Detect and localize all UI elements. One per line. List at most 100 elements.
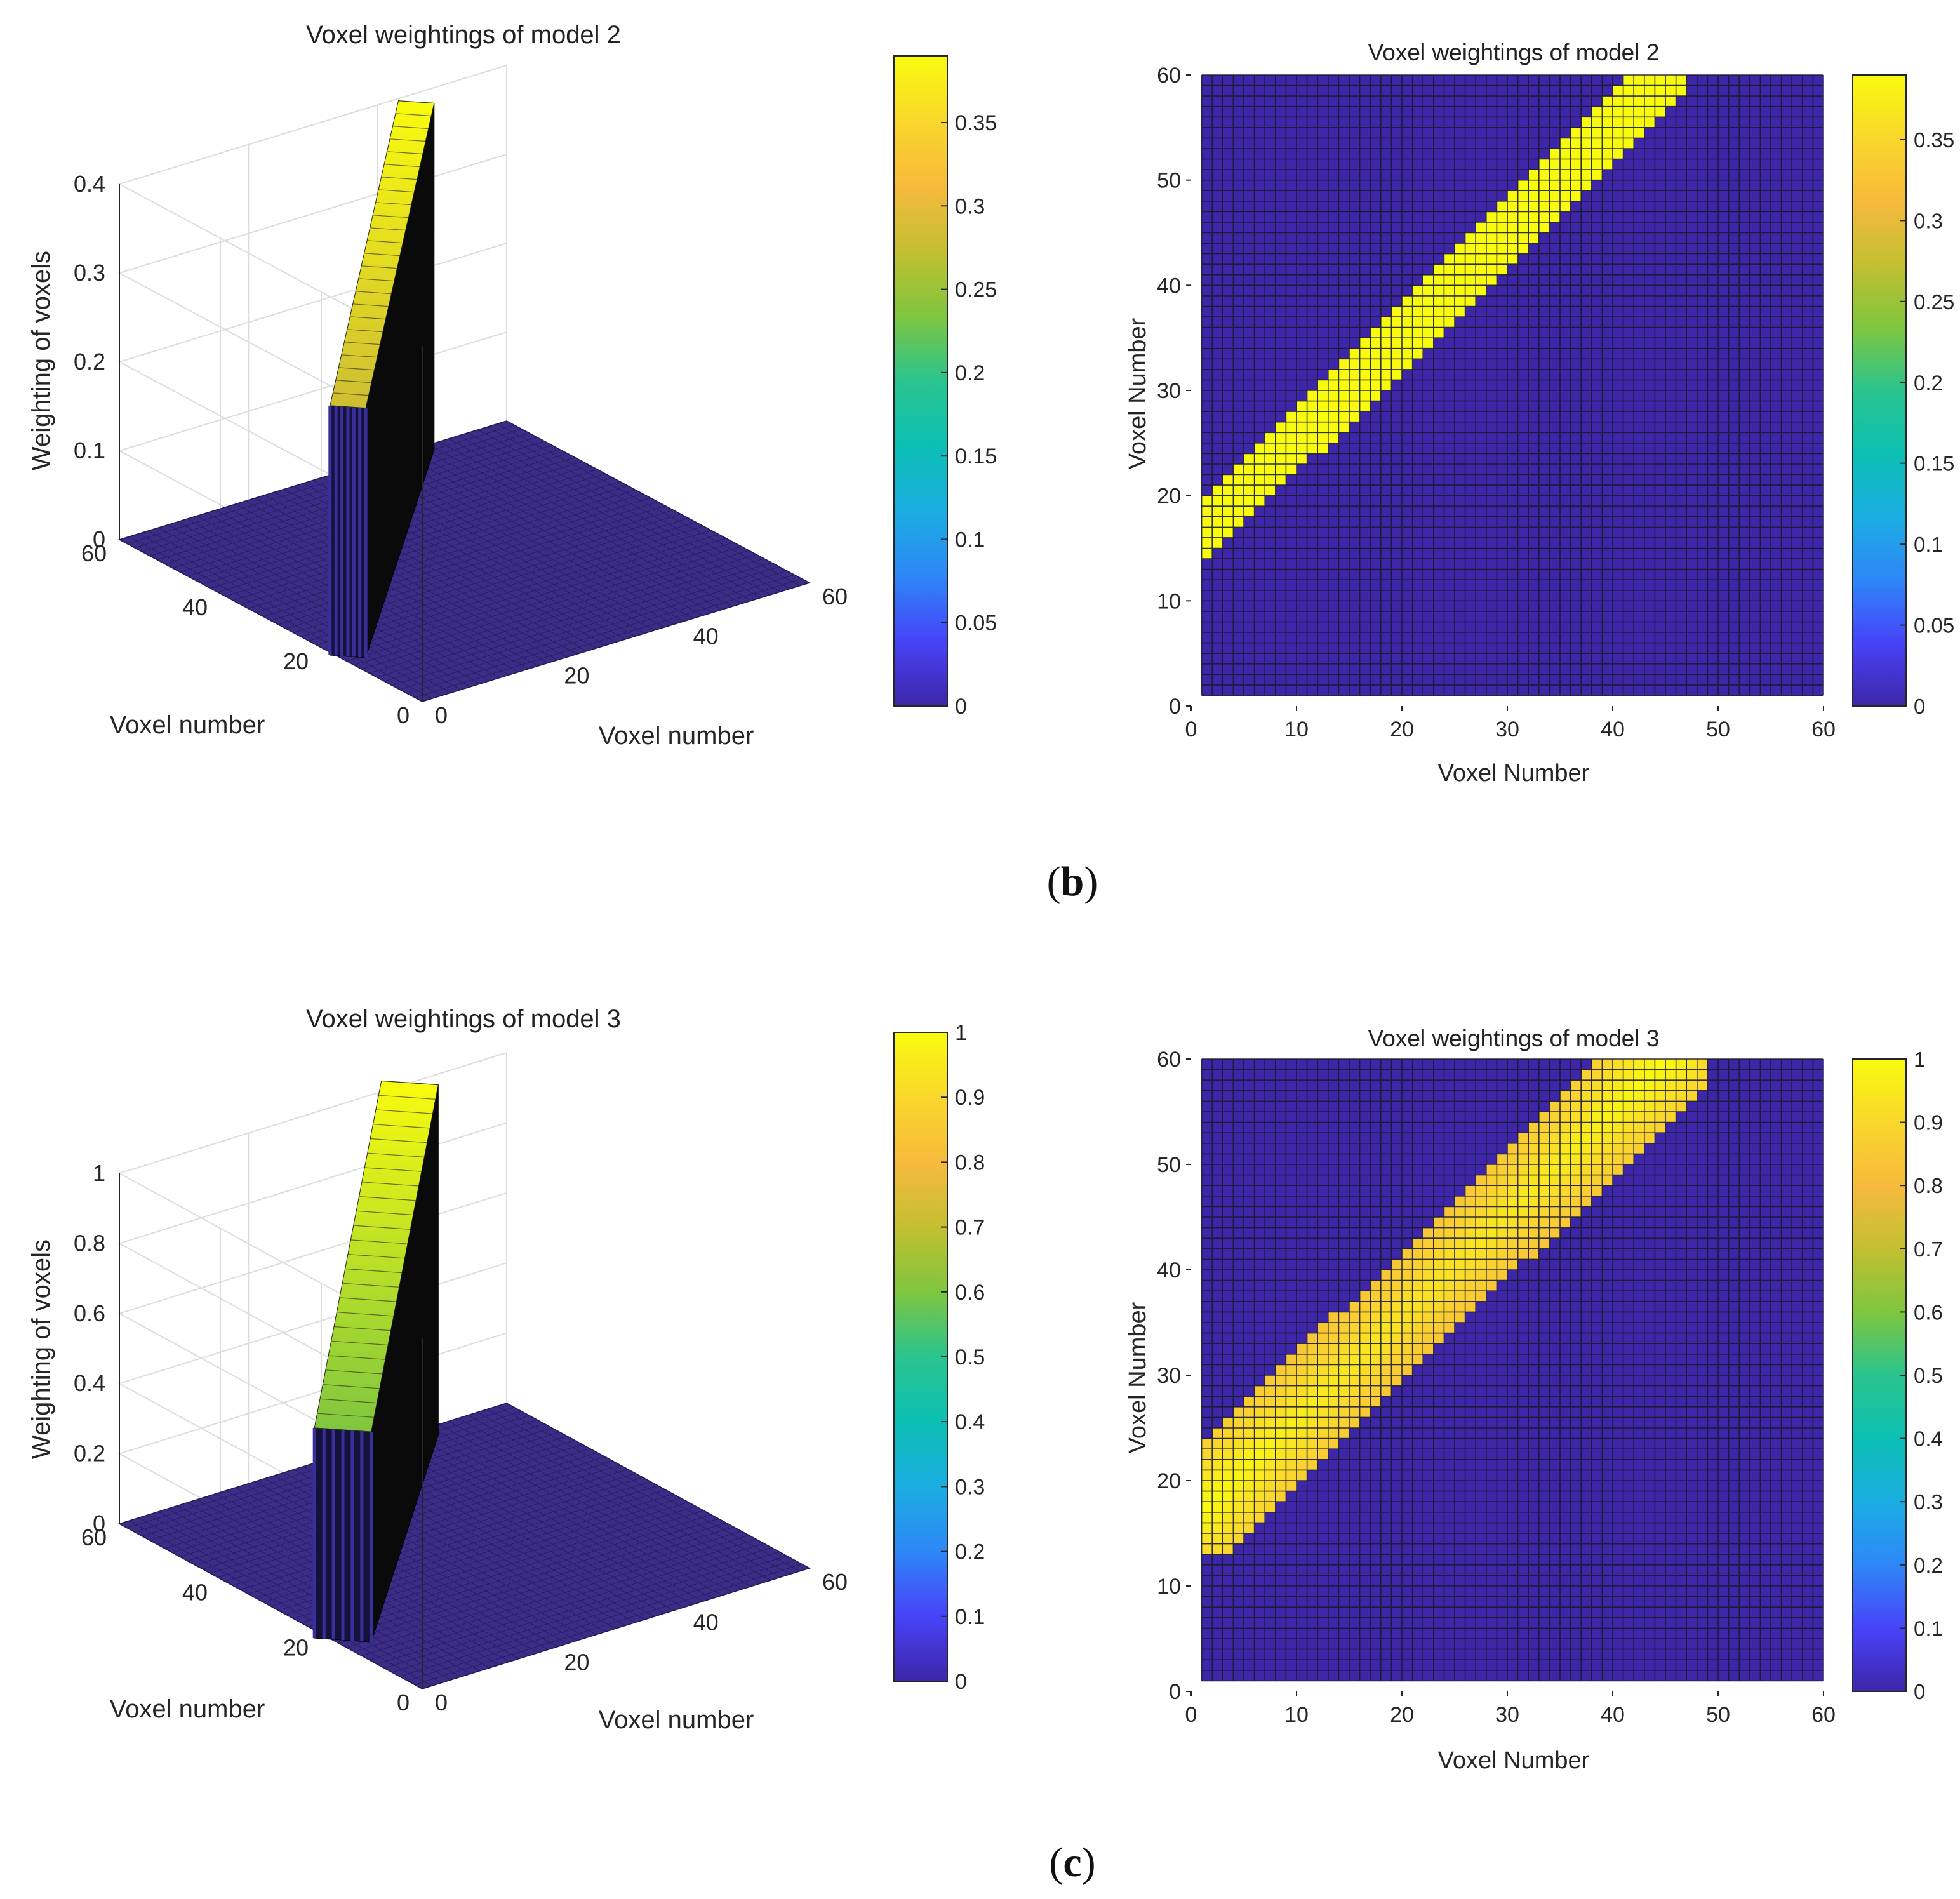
heatmap-cell xyxy=(1222,1502,1234,1513)
heatmap-cell xyxy=(1380,348,1392,359)
heatmap-cell xyxy=(1275,463,1286,475)
heatmap-cell xyxy=(1465,1196,1476,1207)
heatmap-cell xyxy=(1602,1090,1613,1102)
heatmap-cell xyxy=(1538,1164,1550,1175)
heatmap-cell xyxy=(1391,1354,1403,1365)
heatmap-cell xyxy=(1602,127,1613,138)
heatmap-cell xyxy=(1380,1333,1392,1344)
heatmap-cell xyxy=(1570,170,1582,181)
heatmap-cell xyxy=(1338,1385,1350,1397)
heatmap-cell xyxy=(1222,1459,1234,1470)
heatmap-cell xyxy=(1212,1512,1223,1523)
heatmap-cell xyxy=(1433,327,1444,338)
heatmap-cell xyxy=(1560,148,1571,159)
colorbar-tick-label: 0.6 xyxy=(1914,1300,1943,1324)
heatmap-cell xyxy=(1613,1154,1623,1165)
colorbar-tick-label: 0 xyxy=(1914,1680,1925,1703)
heatmap-cell xyxy=(1613,85,1623,97)
heatmap-cell xyxy=(1623,106,1634,117)
heatmap-cell xyxy=(1233,495,1244,507)
heatmap-cell xyxy=(1328,401,1339,412)
heatmap-cell xyxy=(1549,170,1561,181)
heatmap-cell xyxy=(1528,232,1540,244)
heatmap-cell xyxy=(1265,443,1276,454)
heatmap-cell xyxy=(1328,432,1339,444)
heatmap-cell xyxy=(1201,1512,1213,1523)
surface-chart-model-3: Voxel weightings of model 3 0 0.2 0.4 0.6 0.… xyxy=(27,1005,985,1734)
colorbar-tick-label: 0.35 xyxy=(1914,128,1954,152)
x-axis-label: Voxel number xyxy=(599,722,754,750)
heatmap-cell xyxy=(1338,1417,1350,1429)
heatmap-cell xyxy=(1433,1217,1444,1228)
heatmap-cell xyxy=(1538,1227,1550,1239)
heatmap-cell xyxy=(1591,1164,1603,1175)
heatmap-cell xyxy=(1286,1417,1297,1429)
z-tick-label: 0.2 xyxy=(74,349,105,375)
heatmap-cell xyxy=(1265,1491,1276,1502)
heatmap-cell xyxy=(1233,1417,1244,1429)
heatmap-cell xyxy=(1634,96,1645,107)
heatmap-cell xyxy=(1359,1396,1371,1408)
colorbar-tick-label: 0.2 xyxy=(1914,371,1943,394)
heatmap-cell xyxy=(1328,1375,1339,1386)
heatmap-cell xyxy=(1444,295,1455,307)
colorbar-tick-label: 0.8 xyxy=(1914,1174,1943,1197)
heatmap-cell xyxy=(1528,1227,1540,1239)
heatmap-cell xyxy=(1212,1428,1223,1439)
heatmap-cell xyxy=(1402,1333,1413,1344)
heatmap-cell xyxy=(1560,1101,1571,1112)
heatmap-cell xyxy=(1528,1133,1540,1144)
heatmap-cell xyxy=(1655,1101,1666,1112)
heatmap-cell xyxy=(1380,1312,1392,1323)
heatmap-cell xyxy=(1613,1069,1623,1081)
heatmap-cell xyxy=(1275,1364,1286,1376)
heatmap-cell xyxy=(1391,338,1403,349)
heatmap-cell xyxy=(1233,1512,1244,1523)
heatmap-cell xyxy=(1455,1227,1465,1239)
heatmap-cell xyxy=(1528,1154,1540,1165)
heatmap-cell xyxy=(1549,1112,1561,1123)
heatmap-cell xyxy=(1233,474,1244,486)
heatmap-cell xyxy=(1412,1270,1423,1281)
heatmap-cell xyxy=(1328,1428,1339,1439)
heatmap-cell xyxy=(1254,1428,1265,1439)
colorbar-tick-label: 0.9 xyxy=(1914,1111,1943,1135)
heatmap-cell xyxy=(1517,201,1529,212)
heatmap-cell xyxy=(1222,1417,1234,1429)
heatmap-cell xyxy=(1222,474,1234,486)
heatmap-cell xyxy=(1391,317,1403,328)
heatmap-cell xyxy=(1634,1080,1645,1091)
panel-caption-c: (c) xyxy=(1049,1839,1095,1886)
x-tick-label: 20 xyxy=(1390,1703,1414,1727)
heatmap-cell xyxy=(1402,317,1413,328)
heatmap-cell xyxy=(1507,201,1518,212)
heatmap-cell xyxy=(1455,264,1465,276)
heatmap-cell xyxy=(1391,1323,1403,1333)
heatmap-cell xyxy=(1644,1112,1655,1123)
heatmap-cell xyxy=(1623,85,1634,97)
heatmap-cell xyxy=(1634,1090,1645,1102)
z-axis-label: Weighting of voxels xyxy=(27,251,55,470)
heatmap-cell xyxy=(1233,463,1244,475)
heatmap-cell xyxy=(1665,1090,1676,1102)
heatmap-cell xyxy=(1423,1333,1434,1344)
heatmap-cell xyxy=(1581,1133,1592,1144)
heatmap-cell xyxy=(1602,1101,1613,1112)
heatmap-cell xyxy=(1307,1333,1318,1344)
heatmap-cell xyxy=(1275,422,1286,433)
heatmap-cell xyxy=(1233,1406,1244,1418)
heatmap-cell xyxy=(1686,1069,1698,1081)
x-tick-label: 40 xyxy=(693,1609,719,1635)
x-axis-label: Voxel Number xyxy=(1438,760,1590,787)
heatmap-cell xyxy=(1275,1470,1286,1481)
heatmap-cell xyxy=(1444,1280,1455,1291)
heatmap-cell xyxy=(1317,1343,1329,1355)
heatmap-cell xyxy=(1560,1217,1571,1228)
x-tick-label: 20 xyxy=(564,1649,589,1676)
heatmap-cell xyxy=(1570,1164,1582,1175)
heatmap-cell xyxy=(1412,1291,1423,1302)
heatmap-cell xyxy=(1254,1449,1265,1460)
y-tick-label: 60 xyxy=(1157,63,1181,88)
heatmap-cell xyxy=(1244,1491,1255,1502)
heatmap-cell xyxy=(1307,1438,1318,1449)
